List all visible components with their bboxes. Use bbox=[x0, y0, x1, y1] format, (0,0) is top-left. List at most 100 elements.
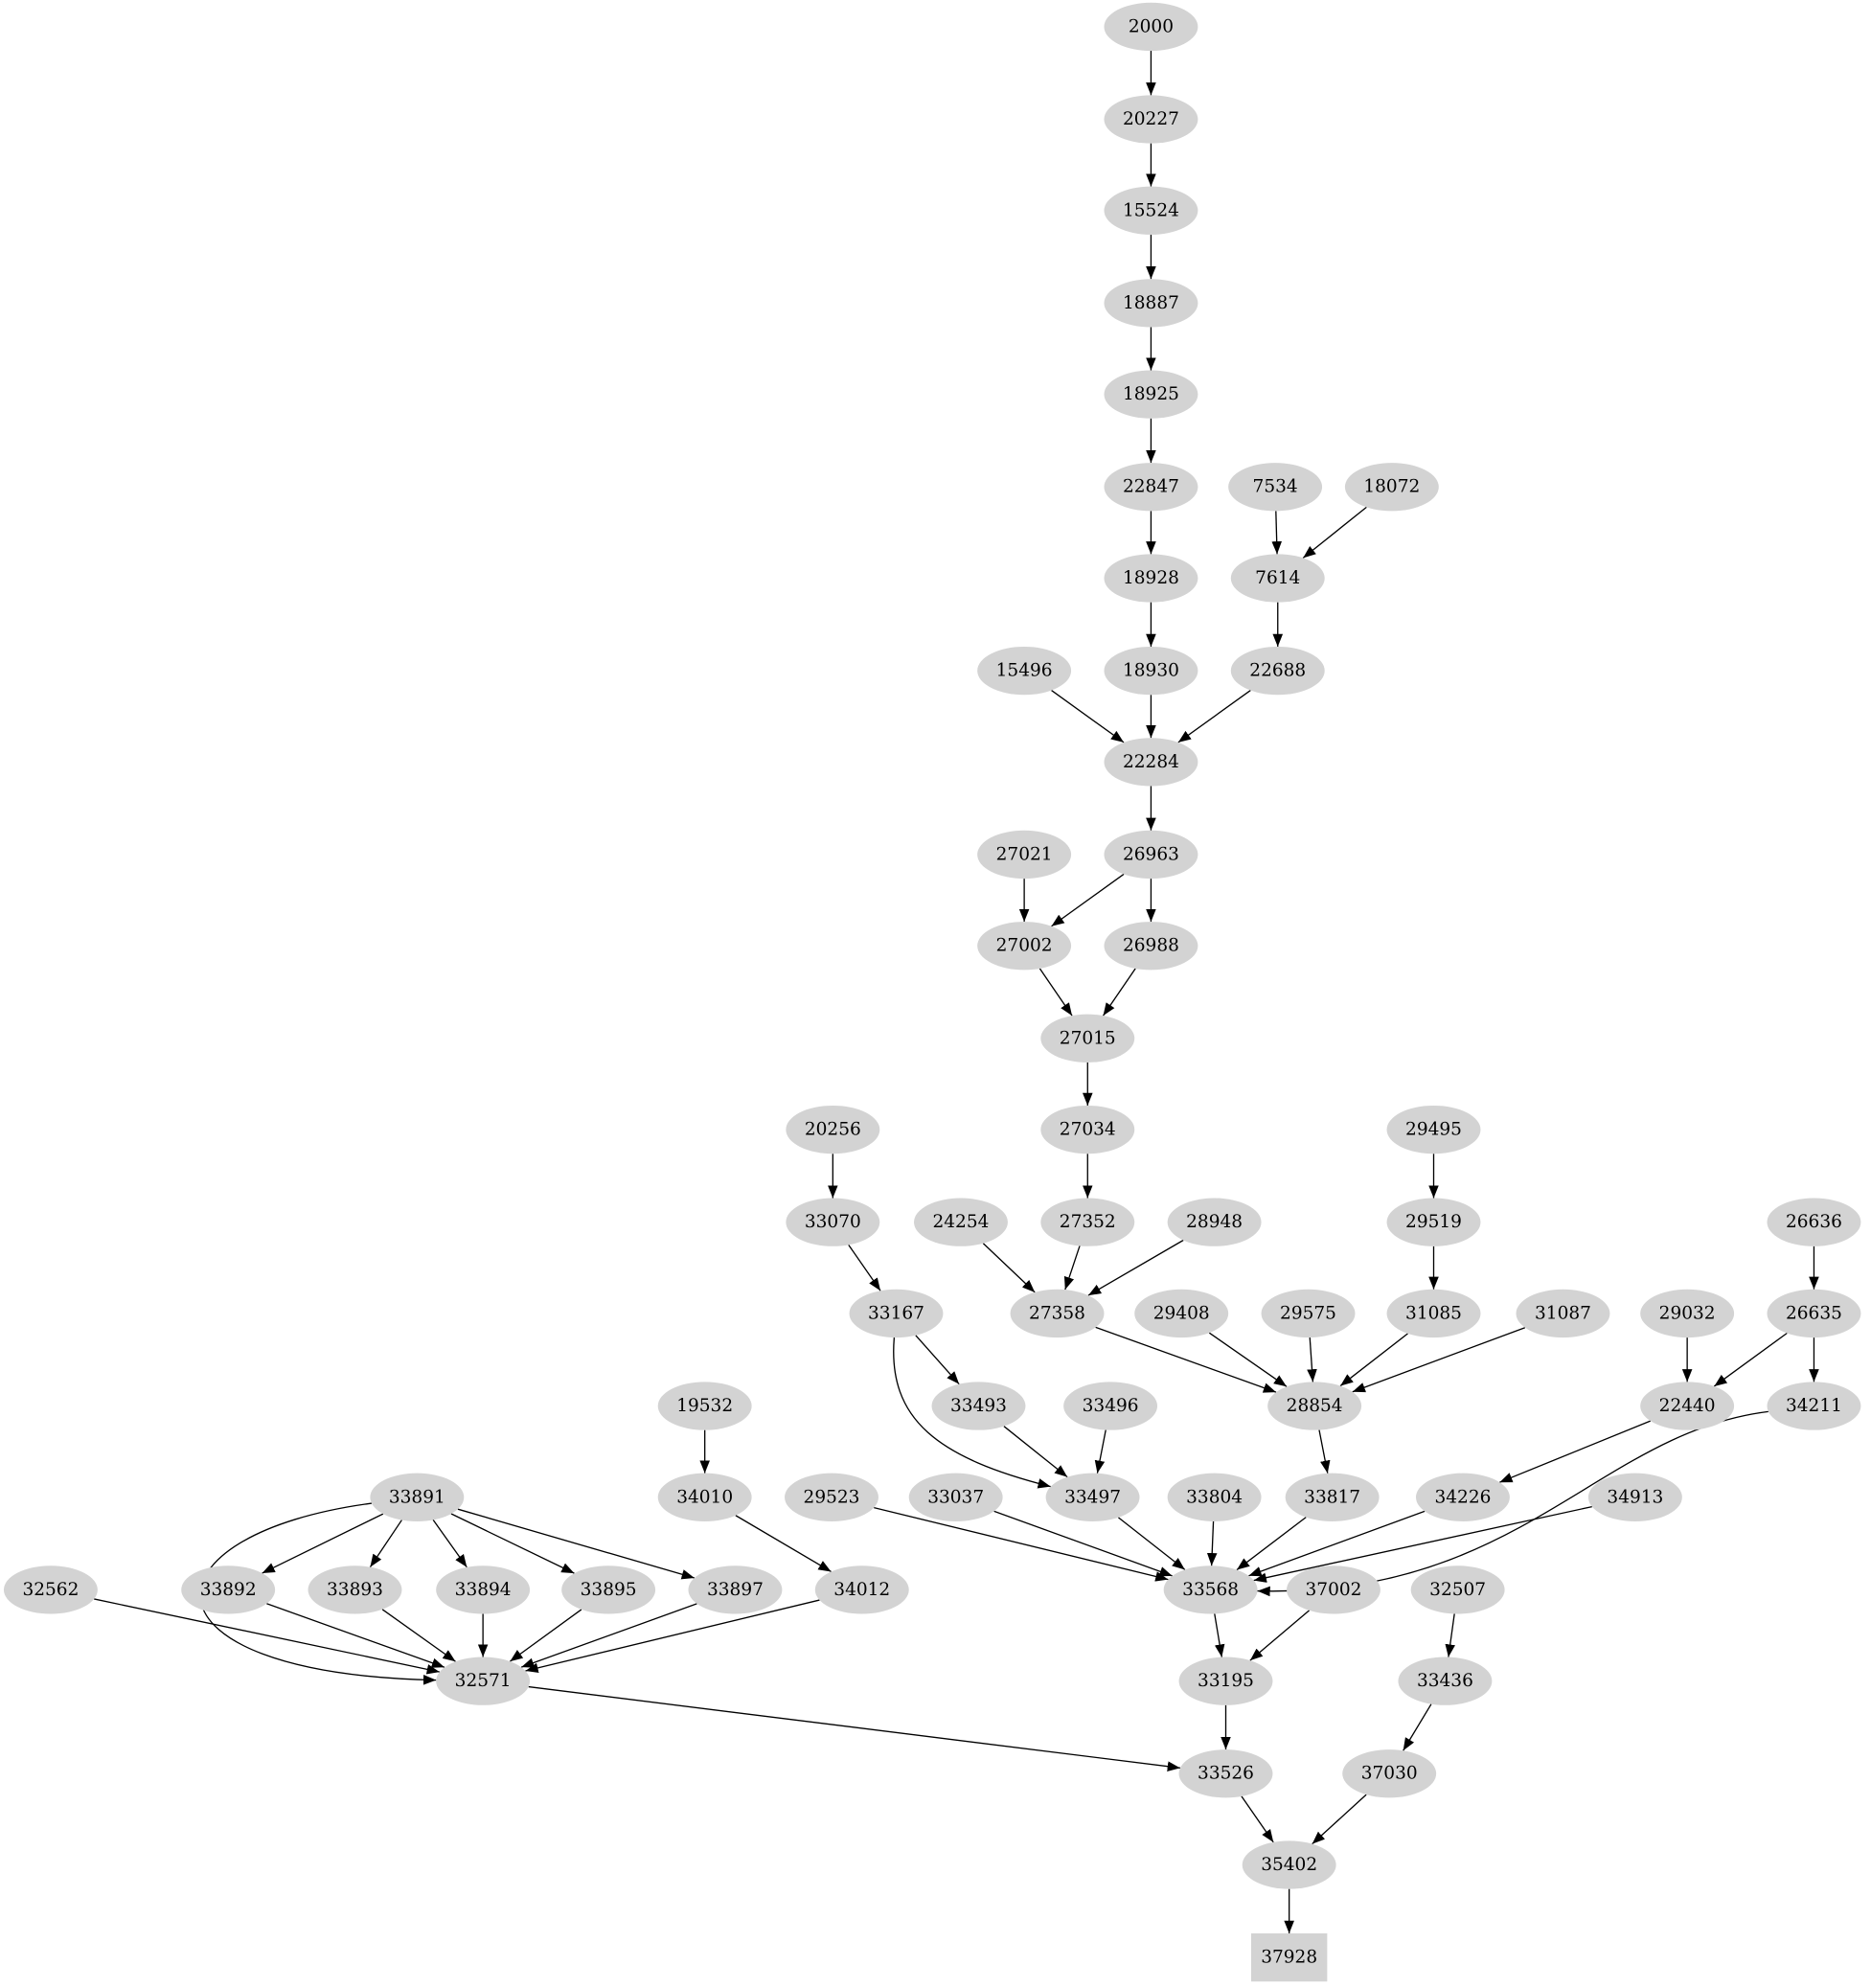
node-33496[interactable]: 33496 bbox=[1063, 1382, 1158, 1430]
node-28948[interactable]: 28948 bbox=[1167, 1198, 1262, 1246]
edge-26988-27015 bbox=[1102, 968, 1136, 1017]
edge-26963-27002 bbox=[1051, 873, 1125, 927]
node-34913[interactable]: 34913 bbox=[1587, 1473, 1682, 1521]
node-33436[interactable]: 33436 bbox=[1398, 1657, 1493, 1705]
node-18930[interactable]: 18930 bbox=[1104, 646, 1198, 696]
node-33568[interactable]: 33568 bbox=[1163, 1565, 1258, 1614]
node-32562[interactable]: 32562 bbox=[3, 1565, 98, 1614]
node-29408[interactable]: 29408 bbox=[1134, 1289, 1229, 1338]
node-ellipse bbox=[1040, 1198, 1135, 1246]
node-37030[interactable]: 37030 bbox=[1342, 1749, 1437, 1798]
node-29575[interactable]: 29575 bbox=[1261, 1289, 1356, 1338]
node-ellipse bbox=[1516, 1289, 1610, 1338]
node-22284[interactable]: 22284 bbox=[1104, 738, 1198, 787]
node-label: 29519 bbox=[1405, 1212, 1462, 1232]
node-33526[interactable]: 33526 bbox=[1178, 1749, 1273, 1798]
node-label: 18928 bbox=[1123, 568, 1179, 588]
node-22440[interactable]: 22440 bbox=[1640, 1382, 1735, 1430]
node-7614[interactable]: 7614 bbox=[1230, 554, 1325, 603]
node-27021[interactable]: 27021 bbox=[977, 830, 1072, 880]
edge-33493-33497 bbox=[1003, 1426, 1068, 1478]
node-29032[interactable]: 29032 bbox=[1640, 1289, 1735, 1338]
node-27015[interactable]: 27015 bbox=[1040, 1014, 1135, 1063]
node-27352[interactable]: 27352 bbox=[1040, 1198, 1135, 1246]
node-22688[interactable]: 22688 bbox=[1230, 646, 1325, 696]
node-31085[interactable]: 31085 bbox=[1386, 1289, 1481, 1338]
node-ellipse bbox=[931, 1382, 1026, 1430]
node-ellipse bbox=[1104, 830, 1198, 880]
node-15524[interactable]: 15524 bbox=[1104, 186, 1198, 235]
edge-32562-32571 bbox=[94, 1598, 440, 1675]
node-33892[interactable]: 33892 bbox=[181, 1565, 276, 1614]
node-label: 15524 bbox=[1123, 200, 1179, 220]
node-33891[interactable]: 33891 bbox=[370, 1473, 465, 1521]
node-18887[interactable]: 18887 bbox=[1104, 279, 1198, 328]
node-34226[interactable]: 34226 bbox=[1415, 1473, 1510, 1521]
node-27034[interactable]: 27034 bbox=[1040, 1105, 1135, 1154]
node-ellipse bbox=[1104, 95, 1198, 144]
node-34012[interactable]: 34012 bbox=[814, 1565, 909, 1614]
node-2000[interactable]: 2000 bbox=[1104, 2, 1198, 52]
node-18925[interactable]: 18925 bbox=[1104, 370, 1198, 419]
node-20256[interactable]: 20256 bbox=[786, 1105, 880, 1154]
node-ellipse bbox=[785, 1473, 878, 1521]
node-33497[interactable]: 33497 bbox=[1045, 1473, 1140, 1521]
node-ellipse bbox=[561, 1565, 656, 1614]
node-ellipse bbox=[1342, 1749, 1437, 1798]
node-33070[interactable]: 33070 bbox=[786, 1198, 880, 1246]
edge-27352-27358 bbox=[1063, 1245, 1081, 1291]
node-20227[interactable]: 20227 bbox=[1104, 95, 1198, 144]
node-ellipse bbox=[1167, 1473, 1262, 1521]
node-ellipse bbox=[977, 830, 1072, 880]
node-label: 27015 bbox=[1060, 1028, 1116, 1048]
node-ellipse bbox=[908, 1473, 1003, 1521]
node-ellipse bbox=[1386, 1105, 1481, 1154]
node-18072[interactable]: 18072 bbox=[1344, 463, 1439, 512]
node-33167[interactable]: 33167 bbox=[849, 1289, 944, 1338]
node-26636[interactable]: 26636 bbox=[1767, 1198, 1861, 1246]
node-15496[interactable]: 15496 bbox=[977, 646, 1072, 696]
node-26963[interactable]: 26963 bbox=[1104, 830, 1198, 880]
node-29495[interactable]: 29495 bbox=[1386, 1105, 1481, 1154]
node-19532[interactable]: 19532 bbox=[657, 1382, 752, 1430]
node-34211[interactable]: 34211 bbox=[1767, 1382, 1861, 1430]
node-33897[interactable]: 33897 bbox=[688, 1565, 783, 1614]
node-label: 22688 bbox=[1249, 661, 1306, 681]
node-32507[interactable]: 32507 bbox=[1410, 1565, 1505, 1614]
node-33893[interactable]: 33893 bbox=[308, 1565, 402, 1614]
node-29519[interactable]: 29519 bbox=[1386, 1198, 1481, 1246]
node-31087[interactable]: 31087 bbox=[1516, 1289, 1610, 1338]
node-33493[interactable]: 33493 bbox=[931, 1382, 1026, 1430]
edge-29408-28854 bbox=[1208, 1332, 1288, 1387]
node-33817[interactable]: 33817 bbox=[1285, 1473, 1380, 1521]
node-27358[interactable]: 27358 bbox=[1010, 1289, 1105, 1338]
node-33037[interactable]: 33037 bbox=[908, 1473, 1003, 1521]
node-ellipse bbox=[1104, 463, 1198, 512]
node-35402[interactable]: 35402 bbox=[1242, 1840, 1336, 1889]
node-27002[interactable]: 27002 bbox=[977, 922, 1072, 971]
node-ellipse bbox=[1587, 1473, 1682, 1521]
node-33195[interactable]: 33195 bbox=[1178, 1657, 1273, 1705]
node-28854[interactable]: 28854 bbox=[1267, 1382, 1362, 1430]
node-ellipse bbox=[1267, 1382, 1362, 1430]
node-33895[interactable]: 33895 bbox=[561, 1565, 656, 1614]
node-24254[interactable]: 24254 bbox=[914, 1198, 1008, 1246]
node-label: 33195 bbox=[1198, 1671, 1254, 1691]
node-ellipse bbox=[914, 1198, 1008, 1246]
node-32571[interactable]: 32571 bbox=[436, 1657, 531, 1705]
node-26635[interactable]: 26635 bbox=[1767, 1289, 1861, 1338]
node-label: 7534 bbox=[1253, 477, 1298, 497]
node-37928[interactable]: 37928 bbox=[1250, 1932, 1328, 1982]
node-29523[interactable]: 29523 bbox=[785, 1473, 878, 1521]
edge-33891-33893 bbox=[369, 1520, 402, 1567]
node-26988[interactable]: 26988 bbox=[1104, 922, 1198, 971]
node-ellipse bbox=[1398, 1657, 1493, 1705]
node-7534[interactable]: 7534 bbox=[1228, 463, 1323, 512]
node-18928[interactable]: 18928 bbox=[1104, 554, 1198, 603]
node-22847[interactable]: 22847 bbox=[1104, 463, 1198, 512]
node-37002[interactable]: 37002 bbox=[1287, 1565, 1380, 1614]
node-33894[interactable]: 33894 bbox=[436, 1565, 531, 1614]
node-33804[interactable]: 33804 bbox=[1167, 1473, 1262, 1521]
node-34010[interactable]: 34010 bbox=[657, 1473, 752, 1521]
node-ellipse bbox=[1040, 1014, 1135, 1063]
